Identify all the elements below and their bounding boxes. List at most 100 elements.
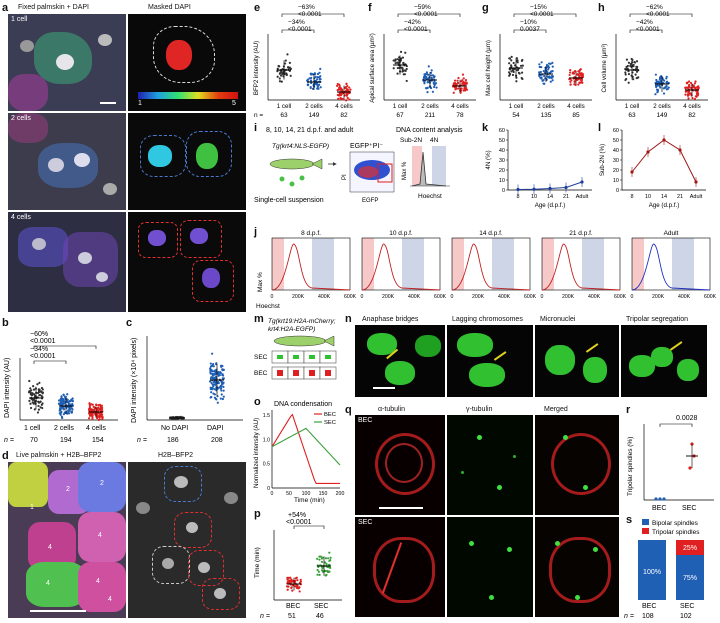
b-dot-1cell bbox=[32, 385, 35, 388]
p-dot-bec bbox=[290, 586, 293, 589]
panel_e-dot-1 bbox=[306, 79, 309, 82]
panel_f-n-2: 78 bbox=[456, 112, 464, 119]
c-dot-dapi bbox=[222, 395, 225, 398]
panel_h-dot-1 bbox=[665, 77, 668, 80]
panel_h-dot-2 bbox=[696, 90, 699, 93]
c-n-label: n = bbox=[137, 437, 147, 444]
panel-label-r: r bbox=[626, 404, 631, 416]
i-suspension: Single-cell suspension bbox=[254, 197, 324, 204]
c-dot-dapi bbox=[220, 380, 223, 384]
r-p: 0.0028 bbox=[676, 415, 698, 422]
panel_e-dot-1 bbox=[316, 78, 319, 81]
panel_f-dot-1 bbox=[435, 86, 438, 89]
efgh-n-label: n = bbox=[254, 112, 263, 119]
panel_h-n-1: 149 bbox=[657, 112, 668, 119]
panel_l-point-1 bbox=[646, 150, 650, 154]
panel_g-cat-2: 4 cells bbox=[567, 103, 585, 110]
r-cat-2: SEC bbox=[682, 505, 696, 512]
panel-i-schematic: 8, 10, 14, 21 d.p.f. and adult Tg(krt4:N… bbox=[254, 127, 463, 204]
j-title-1: 10 d.p.f. bbox=[389, 230, 413, 237]
sig-bracket bbox=[281, 13, 345, 17]
b-dot-1cell bbox=[28, 399, 31, 402]
c-dot-dapi bbox=[210, 364, 213, 368]
b-dot-2cells bbox=[67, 409, 70, 413]
panel_f-dot-0 bbox=[392, 59, 396, 62]
micrograph-n-bridges bbox=[355, 325, 445, 397]
m-bec-nucleus bbox=[325, 370, 331, 376]
panel_h-dot-0 bbox=[627, 81, 630, 84]
panel_g-dot-1 bbox=[540, 61, 543, 64]
c-dot-dapi bbox=[210, 391, 213, 394]
panel_l-ytick-label-4: 40 bbox=[613, 148, 619, 154]
b-dot-1cell bbox=[41, 406, 44, 410]
panel_e-dot-0 bbox=[279, 71, 282, 75]
s-bar-bec-bipolar bbox=[638, 540, 666, 600]
j-histogram-1 bbox=[361, 243, 441, 291]
panel_f-dot-1 bbox=[430, 74, 433, 77]
p-dot-bec bbox=[299, 578, 302, 581]
panel_l-point-2 bbox=[662, 138, 666, 142]
panel_h-p-low: <0.0001 bbox=[636, 26, 660, 33]
panel_e-p-low: <0.0001 bbox=[288, 26, 312, 33]
c-dot-dapi bbox=[213, 377, 216, 380]
panel_h-dot-1 bbox=[663, 86, 666, 89]
c-dot-dapi bbox=[213, 370, 217, 373]
i-4n: 4N bbox=[430, 137, 439, 144]
c-dot-dapi bbox=[211, 373, 215, 377]
panel_f-dot-2 bbox=[453, 81, 457, 85]
d-cell-num-6: 4 bbox=[46, 580, 50, 587]
b-dot-2cells bbox=[71, 408, 74, 411]
panel_h-dot-1 bbox=[654, 93, 657, 96]
panel_f-dot-2 bbox=[457, 87, 460, 90]
m-bec-nucleus bbox=[293, 370, 299, 376]
panel-a-col-left-title: Fixed palmskin + DAPI bbox=[18, 4, 89, 11]
panel_h-pct-low: −42% bbox=[636, 19, 653, 26]
b-dot-2cells bbox=[66, 398, 69, 401]
m-bec-nucleus bbox=[277, 370, 283, 376]
panel_k-ylabel: 4N (%) bbox=[485, 150, 492, 169]
o-xtick-3: 150 bbox=[319, 491, 328, 497]
q-title-2: γ-tubulin bbox=[466, 406, 493, 413]
panel_g-dot-2 bbox=[580, 79, 583, 83]
n-title-1: Anaphase bridges bbox=[362, 316, 419, 323]
s-legend-2: Tripolar spindles bbox=[652, 529, 700, 536]
p-dot-sec bbox=[328, 559, 331, 563]
panel_f-dot-2 bbox=[453, 79, 457, 82]
panel_h-dot-0 bbox=[633, 60, 636, 64]
panel_e-dot-0 bbox=[286, 53, 289, 56]
panel_e-dot-1 bbox=[309, 79, 313, 82]
b-dot-4cells bbox=[98, 403, 102, 406]
j-tick-1-0: 0 bbox=[361, 294, 364, 300]
s-label-sec-tripolar: 25% bbox=[683, 545, 697, 552]
p-dot-sec bbox=[321, 556, 324, 559]
panel_g-dot-0 bbox=[515, 57, 519, 60]
j-frame-3 bbox=[541, 237, 621, 291]
b-n-2: 194 bbox=[60, 437, 72, 444]
panel_f-dot-1 bbox=[433, 85, 436, 89]
j-tick-4-0: 0 bbox=[631, 294, 634, 300]
c-dot-dapi bbox=[221, 397, 224, 401]
panel_k-ytick-label-2: 20 bbox=[499, 168, 505, 174]
panel_h-dot-2 bbox=[687, 80, 691, 83]
c-dot-dapi bbox=[214, 375, 218, 378]
panel_h-dot-0 bbox=[635, 70, 639, 73]
micrograph-a-4cells-merge: 4 cells bbox=[8, 212, 126, 312]
sig-bracket bbox=[397, 13, 461, 17]
b-dot-1cell bbox=[37, 389, 41, 393]
s-n-1: 108 bbox=[642, 613, 654, 620]
panel_e-dot-1 bbox=[319, 78, 322, 81]
panel_e-dot-0 bbox=[284, 62, 287, 65]
o-ytick-2: 1.0 bbox=[263, 437, 270, 443]
panel-label-s: s bbox=[626, 514, 633, 526]
b-dot-4cells bbox=[97, 415, 100, 418]
b-dot-2cells bbox=[59, 400, 62, 404]
panel_g-dot-0 bbox=[512, 68, 515, 71]
panel_l-ytick-label-6: 60 bbox=[613, 128, 619, 134]
panel_g-dot-0 bbox=[516, 69, 519, 72]
b-cat-3: 4 cells bbox=[86, 425, 106, 432]
j-tick-2-3: 600K bbox=[524, 294, 537, 300]
panel_f-dot-0 bbox=[397, 61, 401, 64]
panel_h-dot-0 bbox=[635, 60, 639, 63]
micrograph-q-bec-alpha: BEC bbox=[355, 415, 445, 515]
b-dot-1cell bbox=[31, 392, 34, 395]
